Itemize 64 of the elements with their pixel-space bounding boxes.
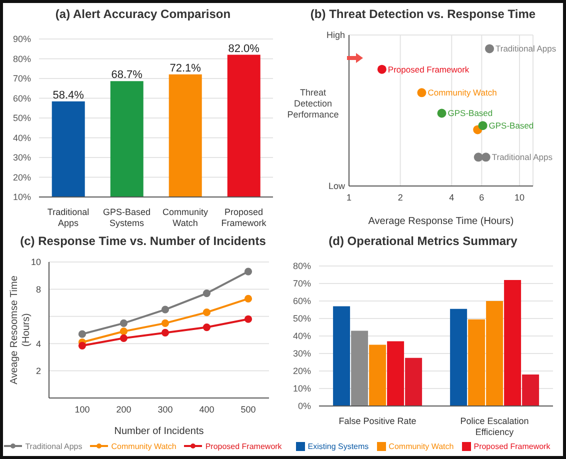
legend-label: Community Watch	[111, 442, 176, 450]
x-tick-label: 4	[449, 192, 454, 202]
y-tick-label: 20%	[292, 366, 311, 376]
y-tick-label: 10%	[12, 192, 31, 202]
y-tick-label: 60%	[12, 93, 31, 104]
y-tick-label: 40%	[12, 132, 31, 143]
annotation: Proposed Framework	[388, 64, 470, 74]
legend-label: Proposed Framework	[474, 442, 550, 450]
x-tick-label: 400	[199, 404, 214, 414]
data-label: 82.0%	[228, 42, 260, 55]
x-tick-label: 1	[346, 192, 352, 202]
y-axis-title: Aveage Resoomse Time (Hours)	[9, 275, 32, 384]
chart-title: (b) Threat Detection vs. Response Time	[309, 6, 537, 23]
y-tick-label: 20%	[12, 172, 31, 182]
y-tick-label: 90%	[12, 34, 31, 44]
text: High	[326, 30, 345, 40]
legend-label: Proposed Framework	[205, 442, 282, 450]
y-tick-label: 8	[36, 284, 41, 294]
y-tick-label: 40%	[292, 331, 311, 342]
y-tick-label: 30%	[292, 348, 311, 359]
y-tick-label: 10	[30, 257, 41, 268]
legend-label: Community Watch	[388, 442, 454, 450]
y-tick-label: 2	[36, 366, 41, 376]
x-axis-title: Number of Incidents	[114, 426, 204, 437]
x-tick-label: Community Watch	[162, 207, 208, 228]
y-tick-label: 4	[36, 338, 41, 349]
y-tick-label: 50%	[12, 113, 31, 124]
annotation: Community Watch	[428, 88, 498, 98]
x-tick-label: 6	[479, 192, 484, 202]
x-tick-label: 300	[158, 404, 173, 414]
chart-title: (c) Response Time vs. Number of Incidents	[19, 233, 267, 250]
x-tick-label: Police Escalation Efficiency	[460, 416, 529, 437]
chart-title: (a) Alert Accuracy Comparison	[54, 6, 232, 23]
x-tick-label: Traditional Apps	[47, 207, 90, 228]
x-tick-label: 10	[514, 192, 525, 202]
x-tick-label: 2	[398, 192, 403, 202]
text: Low	[328, 181, 346, 191]
y-tick-label: 70%	[12, 74, 31, 84]
x-axis-title: Average Response Time (Hours)	[368, 216, 514, 227]
y-tick-label: 10%	[292, 384, 311, 394]
y-tick-label: 50%	[292, 314, 311, 324]
x-tick-label: 500	[240, 404, 256, 414]
y-tick-label: 0%	[298, 401, 311, 412]
y-axis-title: Threat Detection Performance	[287, 88, 339, 120]
chart-title: (d) Operational Metrics Summary	[328, 233, 518, 250]
x-tick-label: 200	[116, 404, 132, 414]
data-label: 58.4%	[52, 89, 84, 102]
legend-label: Existing Systems	[308, 442, 369, 450]
x-tick-label: Proposed Framework	[221, 207, 267, 228]
y-tick-label: 80%	[12, 54, 31, 64]
y-tick-label: 70%	[292, 278, 311, 289]
data-label: 68.7%	[111, 69, 143, 82]
legend-label: Traditional Apps	[25, 442, 82, 450]
data-label: 72.1%	[170, 62, 202, 74]
x-tick-label: GPS-Based Systems	[102, 207, 151, 228]
y-tick-label: 60%	[292, 296, 311, 306]
annotation: Traditional Apps	[492, 152, 553, 162]
x-tick-label: 100	[74, 404, 90, 414]
x-tick-label: False Positive Rate	[338, 416, 416, 426]
annotation: GPS-Based	[488, 120, 534, 131]
annotation: Traditional Apps	[496, 44, 556, 54]
y-tick-label: 30%	[12, 152, 31, 163]
y-tick-label: 80%	[292, 261, 311, 272]
annotation: GPS-Based	[448, 108, 493, 118]
